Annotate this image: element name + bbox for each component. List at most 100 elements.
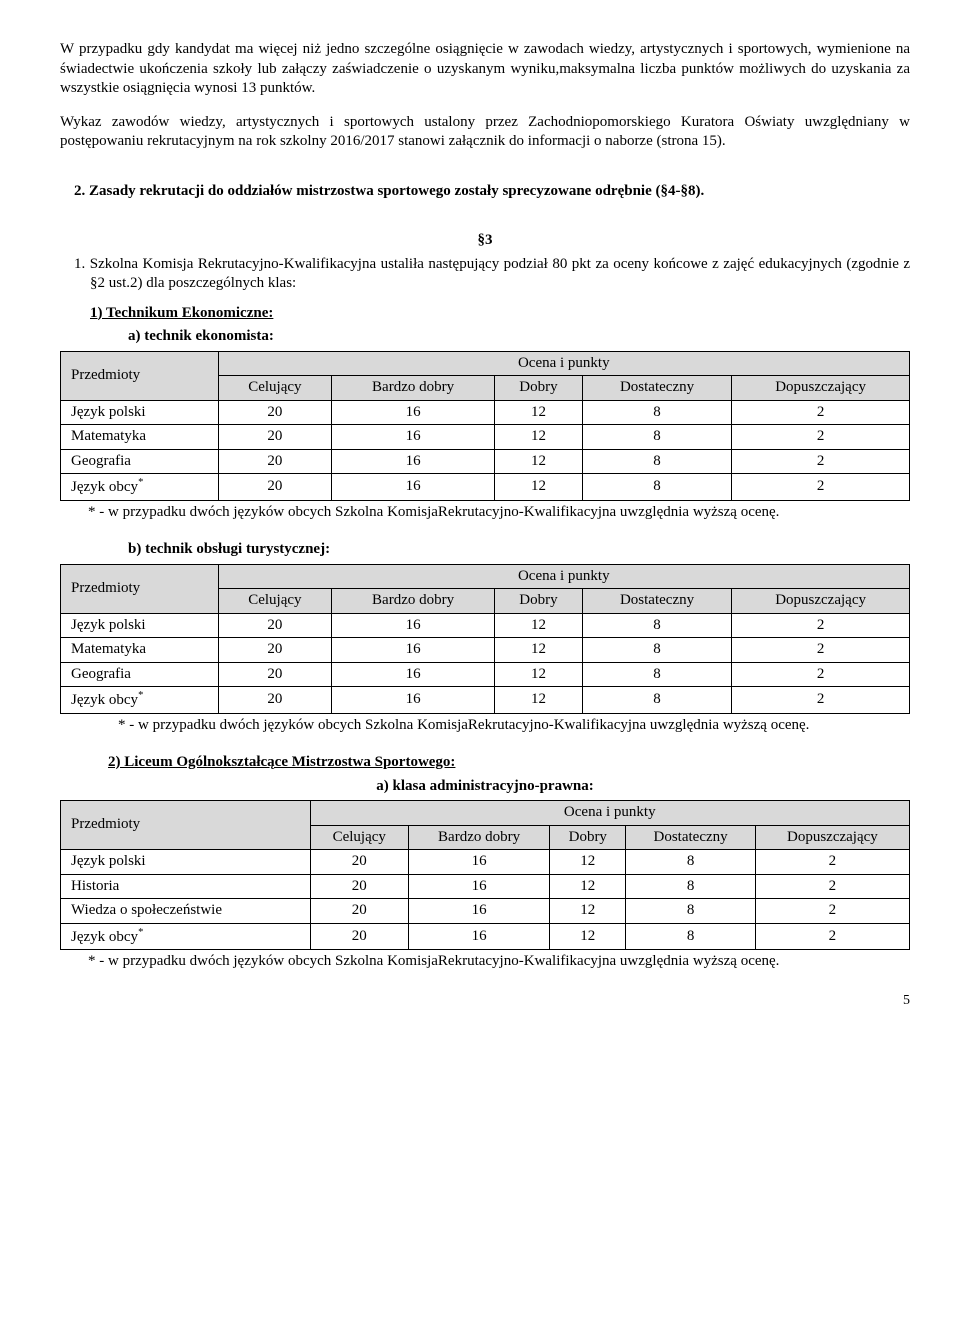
value-cell: 20 [310, 874, 409, 899]
table-row: Matematyka20161282 [61, 638, 910, 663]
value-cell: 8 [626, 850, 755, 875]
value-cell: 12 [550, 850, 626, 875]
value-cell: 16 [409, 874, 550, 899]
subject-cell: Matematyka [61, 638, 219, 663]
value-cell: 16 [332, 687, 495, 714]
value-cell: 20 [218, 687, 332, 714]
grade-header: Bardzo dobry [332, 376, 495, 401]
value-cell: 2 [755, 923, 909, 950]
value-cell: 8 [582, 662, 731, 687]
value-cell: 16 [332, 613, 495, 638]
section-2a-label: a) klasa administracyjno-prawna: [60, 777, 910, 797]
value-cell: 16 [332, 662, 495, 687]
grade-header: Dostateczny [582, 589, 731, 614]
value-cell: 20 [218, 449, 332, 474]
value-cell: 12 [550, 874, 626, 899]
value-cell: 12 [495, 662, 583, 687]
value-cell: 2 [732, 613, 910, 638]
grade-header: Dobry [550, 825, 626, 850]
subject-cell: Geografia [61, 662, 219, 687]
grade-header: Bardzo dobry [409, 825, 550, 850]
value-cell: 20 [310, 923, 409, 950]
value-cell: 16 [332, 400, 495, 425]
footnote-1b: * - w przypadku dwóch języków obcych Szk… [60, 716, 910, 736]
value-cell: 12 [495, 449, 583, 474]
grade-header: Dopuszczający [755, 825, 909, 850]
value-cell: 12 [495, 687, 583, 714]
section-2a-text: a) klasa administracyjno-prawna: [376, 778, 594, 794]
value-cell: 2 [732, 474, 910, 501]
grade-header: Celujący [310, 825, 409, 850]
table-row: Język obcy*20161282 [61, 687, 910, 714]
value-cell: 8 [582, 425, 731, 450]
table-row: Język polski20161282 [61, 850, 910, 875]
value-cell: 20 [218, 474, 332, 501]
value-cell: 8 [626, 874, 755, 899]
table-row: Język polski20161282 [61, 400, 910, 425]
value-cell: 16 [332, 449, 495, 474]
paragraph-1: W przypadku gdy kandydat ma więcej niż j… [60, 40, 910, 99]
section-1a-label: a) technik ekonomista: [60, 327, 910, 347]
subject-cell: Język polski [61, 850, 311, 875]
grade-header: Celujący [218, 589, 332, 614]
table-2a: Przedmioty Ocena i punkty CelującyBardzo… [60, 800, 910, 950]
value-cell: 8 [626, 923, 755, 950]
value-cell: 16 [409, 923, 550, 950]
grade-header: Bardzo dobry [332, 589, 495, 614]
grade-header: Dobry [495, 376, 583, 401]
table-row: Historia20161282 [61, 874, 910, 899]
value-cell: 2 [732, 425, 910, 450]
col-subject: Przedmioty [61, 564, 219, 613]
section-2-title: 2) Liceum Ogólnokształcące Mistrzostwa S… [60, 753, 910, 773]
subject-cell: Język polski [61, 613, 219, 638]
section-1b-label: b) technik obsługi turystycznej: [60, 540, 910, 560]
page-number: 5 [60, 992, 910, 1010]
value-cell: 2 [755, 899, 909, 924]
value-cell: 20 [218, 400, 332, 425]
value-cell: 20 [218, 425, 332, 450]
value-cell: 2 [732, 662, 910, 687]
subject-cell: Wiedza o społeczeństwie [61, 899, 311, 924]
table-row: Język obcy*20161282 [61, 474, 910, 501]
value-cell: 12 [495, 425, 583, 450]
grade-header: Dopuszczający [732, 376, 910, 401]
value-cell: 12 [495, 474, 583, 501]
footnote-1a: * - w przypadku dwóch języków obcych Szk… [60, 503, 910, 523]
col-group: Ocena i punkty [218, 564, 909, 589]
value-cell: 8 [582, 449, 731, 474]
value-cell: 20 [218, 662, 332, 687]
value-cell: 8 [582, 638, 731, 663]
table-row: Geografia20161282 [61, 449, 910, 474]
table-row: Język obcy*20161282 [61, 923, 910, 950]
subject-cell: Język obcy* [61, 687, 219, 714]
value-cell: 2 [732, 400, 910, 425]
col-subject: Przedmioty [61, 351, 219, 400]
table-row: Geografia20161282 [61, 662, 910, 687]
value-cell: 2 [732, 638, 910, 663]
grade-header: Dobry [495, 589, 583, 614]
value-cell: 12 [495, 613, 583, 638]
value-cell: 12 [550, 899, 626, 924]
value-cell: 16 [332, 425, 495, 450]
value-cell: 16 [409, 850, 550, 875]
value-cell: 8 [582, 400, 731, 425]
paragraph-2: Wykaz zawodów wiedzy, artystycznych i sp… [60, 113, 910, 152]
table-row: Matematyka20161282 [61, 425, 910, 450]
value-cell: 8 [582, 613, 731, 638]
value-cell: 16 [409, 899, 550, 924]
value-cell: 12 [495, 638, 583, 663]
value-cell: 2 [755, 874, 909, 899]
value-cell: 8 [626, 899, 755, 924]
subject-cell: Matematyka [61, 425, 219, 450]
section-1a-text: a) technik ekonomista: [128, 328, 274, 344]
subject-cell: Język obcy* [61, 474, 219, 501]
table-row: Wiedza o społeczeństwie20161282 [61, 899, 910, 924]
table-row: Język polski20161282 [61, 613, 910, 638]
subject-cell: Geografia [61, 449, 219, 474]
value-cell: 12 [550, 923, 626, 950]
value-cell: 12 [495, 400, 583, 425]
value-cell: 20 [218, 638, 332, 663]
table-1b: Przedmioty Ocena i punkty CelującyBardzo… [60, 564, 910, 714]
section-3-label: §3 [60, 231, 910, 251]
value-cell: 20 [218, 613, 332, 638]
